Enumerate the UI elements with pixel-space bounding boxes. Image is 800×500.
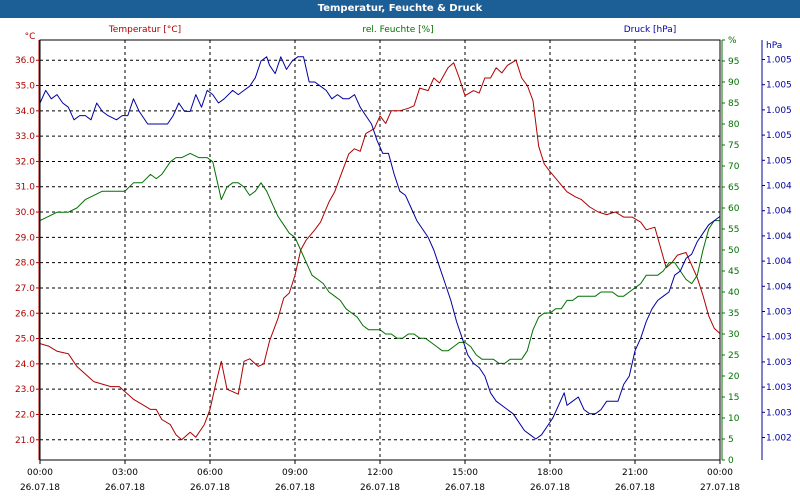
pressure-tick-label: 1.004	[766, 182, 792, 192]
temp-unit-label: °C	[25, 32, 36, 42]
series-line-pressure	[40, 56, 720, 440]
temp-tick-label: 25.0	[15, 335, 35, 345]
pressure-tick-label: 1.003	[766, 358, 792, 368]
humidity-tick-label: 55	[728, 225, 739, 235]
temp-tick-label: 27.0	[15, 284, 35, 294]
humidity-tick-label: 30	[728, 330, 740, 340]
pressure-tick-label: 1.004	[766, 282, 792, 292]
pressure-tick-label: 1.004	[766, 207, 792, 217]
series-layer	[40, 56, 720, 441]
legend-temperature: Temperatur [°C]	[108, 25, 181, 35]
temp-tick-label: 34.0	[15, 107, 35, 117]
pressure-tick-label: 1.005	[766, 131, 792, 141]
temp-tick-label: 26.0	[15, 309, 35, 319]
x-tick-date: 26.07.18	[530, 483, 570, 493]
chart-canvas: 21.0 22.0 23.0 24.0 25.0 26.0 27.0 28.0 29.0 30.0…	[15, 25, 792, 493]
pressure-tick-label: 1.004	[766, 232, 792, 242]
temp-tick-label: 35.0	[15, 82, 35, 92]
humidity-tick-label: 80	[728, 120, 740, 130]
x-tick-time: 00:00	[27, 468, 53, 478]
grid-lines	[40, 40, 720, 460]
temp-tick-label: 29.0	[15, 233, 35, 243]
temp-tick-label: 21.0	[15, 436, 35, 446]
humidity-tick-label: 50	[728, 246, 740, 256]
temp-tick-label: 30.0	[15, 208, 35, 218]
temp-tick-label: 24.0	[15, 360, 35, 370]
humidity-tick-label: 75	[728, 141, 739, 151]
x-tick-date: 26.07.18	[615, 483, 655, 493]
pressure-tick-label: 1.004	[766, 257, 792, 267]
temp-tick-label: 33.0	[15, 132, 35, 142]
x-tick-time: 21:00	[622, 468, 648, 478]
series-line-temperature	[40, 59, 720, 441]
humidity-tick-label: 85	[728, 99, 739, 109]
temp-tick-label: 22.0	[15, 410, 35, 420]
temp-tick-label: 36.0	[15, 56, 35, 66]
pressure-tick-label: 1.003	[766, 383, 792, 393]
humidity-tick-label: 95	[728, 57, 739, 67]
humidity-tick-label: 90	[728, 78, 740, 88]
x-tick-time: 18:00	[537, 468, 563, 478]
pressure-tick-label: 1.005	[766, 56, 792, 66]
x-tick-date: 26.07.18	[360, 483, 400, 493]
x-tick-date: 26.07.18	[445, 483, 485, 493]
humidity-tick-label: 60	[728, 204, 740, 214]
pressure-tick-label: 1.002	[766, 434, 792, 444]
humidity-tick-label: 45	[728, 267, 739, 277]
x-tick-time: 00:00	[707, 468, 733, 478]
temp-tick-label: 31.0	[15, 183, 35, 193]
chart-title: Temperatur, Feuchte & Druck	[0, 0, 800, 18]
humidity-tick-label: 40	[728, 288, 740, 298]
x-tick-date: 26.07.18	[190, 483, 230, 493]
x-tick-time: 12:00	[367, 468, 393, 478]
x-tick-time: 03:00	[112, 468, 138, 478]
humidity-tick-label: 70	[728, 162, 740, 172]
x-tick-date: 26.07.18	[275, 483, 315, 493]
axes-layer: 21.0 22.0 23.0 24.0 25.0 26.0 27.0 28.0 29.0 30.0…	[15, 25, 792, 493]
humidity-tick-label: 35	[728, 309, 739, 319]
pressure-tick-label: 1.005	[766, 106, 792, 116]
humidity-tick-label: 20	[728, 372, 740, 382]
humidity-tick-label: 15	[728, 393, 739, 403]
humidity-tick-label: 10	[728, 414, 740, 424]
pressure-tick-label: 1.005	[766, 156, 792, 166]
pressure-tick-label: 1.003	[766, 308, 792, 318]
humidity-tick-label: 0	[728, 456, 734, 466]
x-tick-date: 26.07.18	[105, 483, 145, 493]
legend-pressure: Druck [hPa]	[624, 25, 677, 35]
x-tick-time: 06:00	[197, 468, 223, 478]
humidity-tick-label: 65	[728, 183, 739, 193]
pressure-tick-label: hPa	[766, 41, 782, 51]
legend-humidity: rel. Feuchte [%]	[362, 25, 433, 35]
x-tick-date: 26.07.18	[20, 483, 60, 493]
humidity-tick-label: %	[728, 36, 737, 46]
humidity-tick-label: 25	[728, 351, 739, 361]
temp-tick-label: 32.0	[15, 157, 35, 167]
x-tick-date: 27.07.18	[700, 483, 740, 493]
x-tick-time: 15:00	[452, 468, 478, 478]
humidity-tick-label: 5	[728, 435, 734, 445]
pressure-tick-label: 1.003	[766, 408, 792, 418]
pressure-tick-label: 1.003	[766, 333, 792, 343]
x-tick-time: 09:00	[282, 468, 308, 478]
series-line-humidity	[40, 152, 720, 364]
temp-tick-label: 28.0	[15, 259, 35, 269]
temp-tick-label: 23.0	[15, 385, 35, 395]
pressure-tick-label: 1.005	[766, 81, 792, 91]
